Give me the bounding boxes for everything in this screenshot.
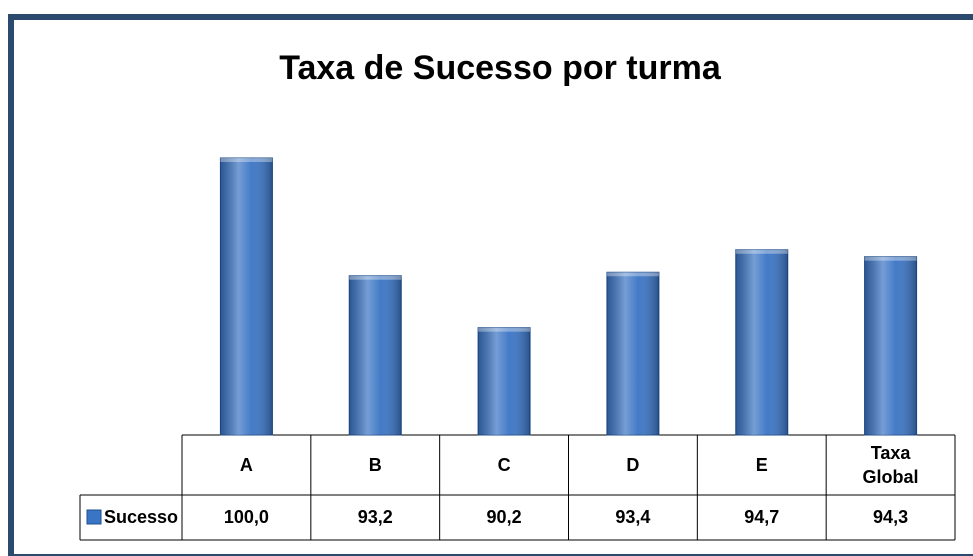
category-cell-box: A: [182, 435, 311, 495]
value-label: 93,2: [358, 507, 393, 527]
value-label: 94,3: [873, 507, 908, 527]
value-label: 93,4: [615, 507, 650, 527]
bar-cap: [349, 275, 402, 280]
value-label: 94,7: [744, 507, 779, 527]
category-cell: A: [182, 435, 311, 495]
category-cell: C: [440, 435, 569, 495]
bar-cap: [478, 327, 531, 332]
x-tick-label: E: [755, 455, 768, 475]
chart-frame: [8, 14, 973, 556]
bar-shine: [220, 158, 273, 435]
category-cell-box: Taxa Global: [826, 435, 955, 495]
bar-cap: [735, 249, 788, 254]
bar-shine: [478, 327, 531, 435]
value-label: 100,0: [224, 507, 269, 527]
x-tick-label: D: [626, 455, 640, 475]
category-cell: E: [697, 435, 826, 495]
bar-shine: [349, 275, 402, 435]
x-tick-label: A: [239, 455, 253, 475]
category-cell: Taxa Global: [826, 435, 955, 495]
category-cell: D: [569, 435, 698, 495]
bar-cap: [606, 272, 659, 277]
category-cell-box: B: [311, 435, 440, 495]
bar-cap: [220, 158, 273, 162]
data-table: [79, 434, 956, 541]
category-cell-box: C: [440, 435, 569, 495]
legend-label: Sucesso: [104, 507, 178, 527]
bar-shine: [735, 249, 788, 435]
category-cell-box: D: [569, 435, 698, 495]
category-cell-box: E: [697, 435, 826, 495]
x-tick-label: B: [368, 455, 382, 475]
bar-shine: [864, 256, 917, 435]
legend-swatch: [86, 509, 102, 525]
category-cell: B: [311, 435, 440, 495]
chart-title: Taxa de Sucesso por turma: [279, 49, 722, 87]
x-tick-label: C: [497, 455, 511, 475]
x-tick-label: Taxa Global: [862, 443, 919, 487]
bar-cap: [864, 256, 917, 261]
bar-shine: [606, 272, 659, 435]
value-label: 90,2: [487, 507, 522, 527]
